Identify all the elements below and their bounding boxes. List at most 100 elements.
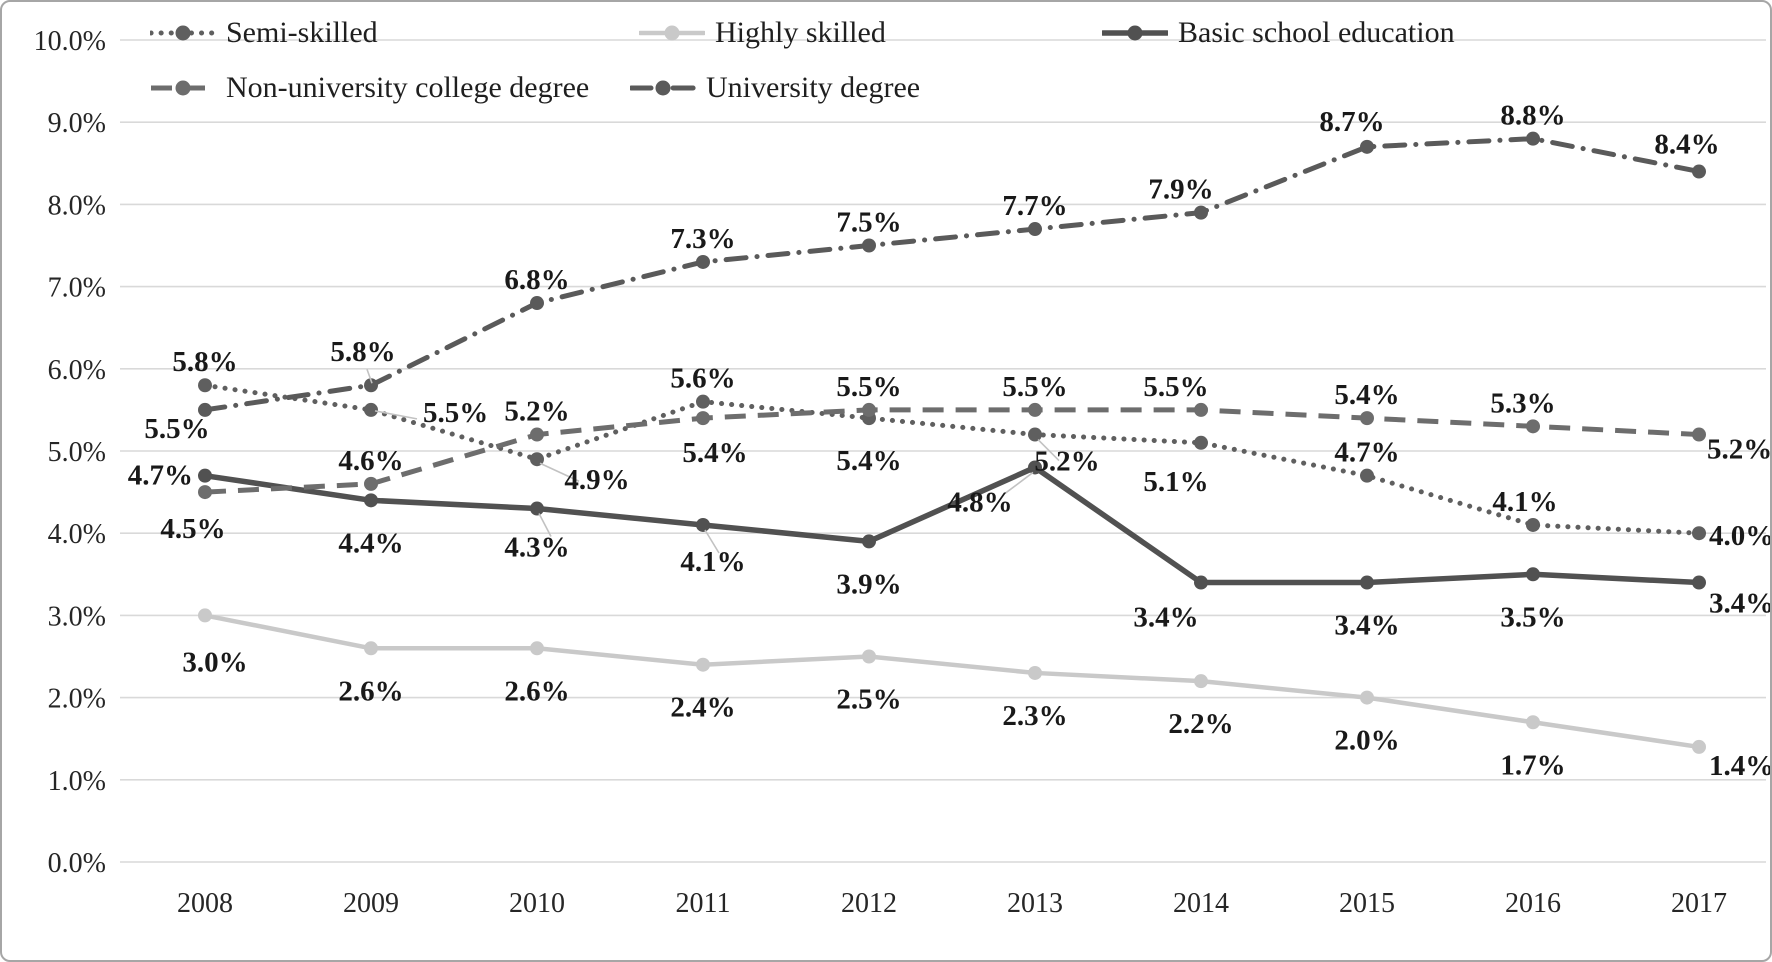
data-label-university-degree-2013: 7.7% bbox=[1002, 190, 1067, 222]
legend-label: Basic school education bbox=[1178, 16, 1455, 49]
data-label-semi-skilled-2012: 5.4% bbox=[836, 445, 901, 477]
data-point-basic-school-education-2017 bbox=[1692, 575, 1706, 590]
data-point-basic-school-education-2010 bbox=[530, 501, 544, 516]
data-point-semi-skilled-2008 bbox=[198, 378, 212, 393]
data-label-non-university-college-degree-2013: 5.5% bbox=[1002, 371, 1067, 403]
data-point-university-degree-2014 bbox=[1194, 205, 1208, 220]
label-leader-line bbox=[366, 368, 373, 384]
data-point-university-degree-2015 bbox=[1360, 139, 1374, 154]
data-point-basic-school-education-2013 bbox=[1028, 460, 1042, 475]
data-point-basic-school-education-2012 bbox=[862, 534, 876, 549]
data-point-university-degree-2011 bbox=[696, 254, 710, 269]
x-axis-tick-label: 2010 bbox=[509, 888, 565, 919]
y-axis-tick-label: 5.0% bbox=[48, 437, 106, 468]
data-point-semi-skilled-2009 bbox=[364, 402, 378, 417]
data-point-highly-skilled-2011 bbox=[696, 657, 710, 672]
data-label-semi-skilled-2016: 4.1% bbox=[1492, 486, 1557, 518]
legend-label: Highly skilled bbox=[715, 16, 886, 49]
legend-item-semi-skilled: Semi-skilled bbox=[150, 18, 378, 48]
y-axis-tick-label: 1.0% bbox=[48, 766, 106, 797]
data-label-university-degree-2010: 6.8% bbox=[504, 264, 569, 296]
data-point-highly-skilled-2015 bbox=[1360, 690, 1374, 705]
label-leader-line bbox=[1004, 471, 1034, 495]
label-leader-line bbox=[539, 462, 580, 482]
series-line-semi-skilled bbox=[202, 382, 1702, 536]
legend-swatch-basic-school-education bbox=[1102, 25, 1168, 41]
legend-item-non-university-college-degree: Non-university college degree bbox=[150, 73, 589, 103]
data-label-highly-skilled-2012: 2.5% bbox=[836, 684, 901, 716]
y-axis-tick-label: 6.0% bbox=[48, 355, 106, 386]
data-point-non-university-college-degree-2011 bbox=[696, 411, 710, 426]
y-axis-tick-label: 9.0% bbox=[48, 108, 106, 139]
data-label-basic-school-education-2017: 3.4% bbox=[1709, 588, 1772, 620]
data-label-semi-skilled-2010: 4.9% bbox=[564, 464, 629, 496]
x-axis-tick-label: 2009 bbox=[343, 888, 399, 919]
data-point-basic-school-education-2015 bbox=[1360, 575, 1374, 590]
data-point-basic-school-education-2011 bbox=[696, 517, 710, 532]
label-leader-line bbox=[1037, 438, 1060, 462]
legend-label: Non-university college degree bbox=[226, 71, 590, 104]
data-label-highly-skilled-2015: 2.0% bbox=[1334, 725, 1399, 757]
data-point-semi-skilled-2014 bbox=[1194, 435, 1208, 450]
data-point-university-degree-2016 bbox=[1526, 131, 1540, 146]
data-label-non-university-college-degree-2011: 5.4% bbox=[682, 437, 747, 469]
data-label-university-degree-2015: 8.7% bbox=[1319, 106, 1384, 138]
data-point-non-university-college-degree-2008 bbox=[198, 485, 212, 500]
y-axis-tick-label: 4.0% bbox=[48, 519, 106, 550]
data-point-basic-school-education-2009 bbox=[364, 493, 378, 508]
data-label-highly-skilled-2014: 2.2% bbox=[1168, 708, 1233, 740]
data-label-semi-skilled-2011: 5.6% bbox=[670, 363, 735, 395]
data-label-non-university-college-degree-2010: 5.2% bbox=[504, 396, 569, 428]
legend-label: Semi-skilled bbox=[226, 16, 378, 49]
x-axis-tick-label: 2017 bbox=[1671, 888, 1727, 919]
data-label-non-university-college-degree-2008: 4.5% bbox=[160, 513, 225, 545]
data-point-basic-school-education-2008 bbox=[198, 468, 212, 483]
data-label-university-degree-2017: 8.4% bbox=[1654, 129, 1719, 161]
data-label-non-university-college-degree-2014: 5.5% bbox=[1143, 371, 1208, 403]
legend-marker-dot bbox=[175, 25, 191, 41]
data-point-non-university-college-degree-2016 bbox=[1526, 419, 1540, 434]
data-label-semi-skilled-2008: 5.8% bbox=[172, 346, 237, 378]
data-label-semi-skilled-2013: 5.2% bbox=[1034, 446, 1099, 478]
legend-item-basic-school-education: Basic school education bbox=[1102, 18, 1455, 48]
data-point-basic-school-education-2016 bbox=[1526, 567, 1540, 582]
series-line-university-degree bbox=[202, 136, 1702, 413]
x-axis-tick-label: 2012 bbox=[841, 888, 897, 919]
data-point-university-degree-2013 bbox=[1028, 222, 1042, 237]
x-axis-tick-label: 2015 bbox=[1339, 888, 1395, 919]
data-label-highly-skilled-2010: 2.6% bbox=[504, 675, 569, 707]
data-point-highly-skilled-2009 bbox=[364, 641, 378, 656]
y-axis-tick-label: 3.0% bbox=[48, 601, 106, 632]
data-label-basic-school-education-2009: 4.4% bbox=[338, 527, 403, 559]
x-axis-tick-label: 2011 bbox=[676, 888, 731, 919]
data-label-highly-skilled-2017: 1.4% bbox=[1709, 750, 1772, 782]
data-label-non-university-college-degree-2016: 5.3% bbox=[1490, 387, 1555, 419]
data-label-university-degree-2016: 8.8% bbox=[1500, 100, 1565, 132]
data-label-university-degree-2014: 7.9% bbox=[1148, 174, 1213, 206]
data-label-highly-skilled-2008: 3.0% bbox=[182, 646, 247, 678]
y-axis-tick-label: 2.0% bbox=[48, 684, 106, 715]
data-label-basic-school-education-2016: 3.5% bbox=[1500, 601, 1565, 633]
legend-marker-dot bbox=[175, 80, 191, 96]
data-point-non-university-college-degree-2014 bbox=[1194, 402, 1208, 417]
data-point-university-degree-2009 bbox=[364, 378, 378, 393]
data-label-basic-school-education-2013: 4.8% bbox=[947, 486, 1012, 518]
data-label-non-university-college-degree-2012: 5.5% bbox=[836, 371, 901, 403]
data-point-non-university-college-degree-2015 bbox=[1360, 411, 1374, 426]
data-label-university-degree-2012: 7.5% bbox=[836, 207, 901, 239]
data-label-highly-skilled-2013: 2.3% bbox=[1002, 700, 1067, 732]
data-point-highly-skilled-2017 bbox=[1692, 739, 1706, 754]
data-label-university-degree-2011: 7.3% bbox=[670, 223, 735, 255]
x-axis-tick-label: 2008 bbox=[177, 888, 233, 919]
legend-marker-dot bbox=[1127, 25, 1143, 41]
data-point-semi-skilled-2017 bbox=[1692, 526, 1706, 541]
data-label-highly-skilled-2009: 2.6% bbox=[338, 675, 403, 707]
legend-item-highly-skilled: Highly skilled bbox=[639, 18, 886, 48]
data-label-non-university-college-degree-2015: 5.4% bbox=[1334, 379, 1399, 411]
data-point-semi-skilled-2016 bbox=[1526, 517, 1540, 532]
series-line-basic-school-education bbox=[202, 464, 1702, 586]
data-label-basic-school-education-2008: 4.7% bbox=[128, 460, 193, 492]
data-point-non-university-college-degree-2009 bbox=[364, 476, 378, 491]
data-label-highly-skilled-2016: 1.7% bbox=[1500, 749, 1565, 781]
data-point-highly-skilled-2008 bbox=[198, 608, 212, 623]
